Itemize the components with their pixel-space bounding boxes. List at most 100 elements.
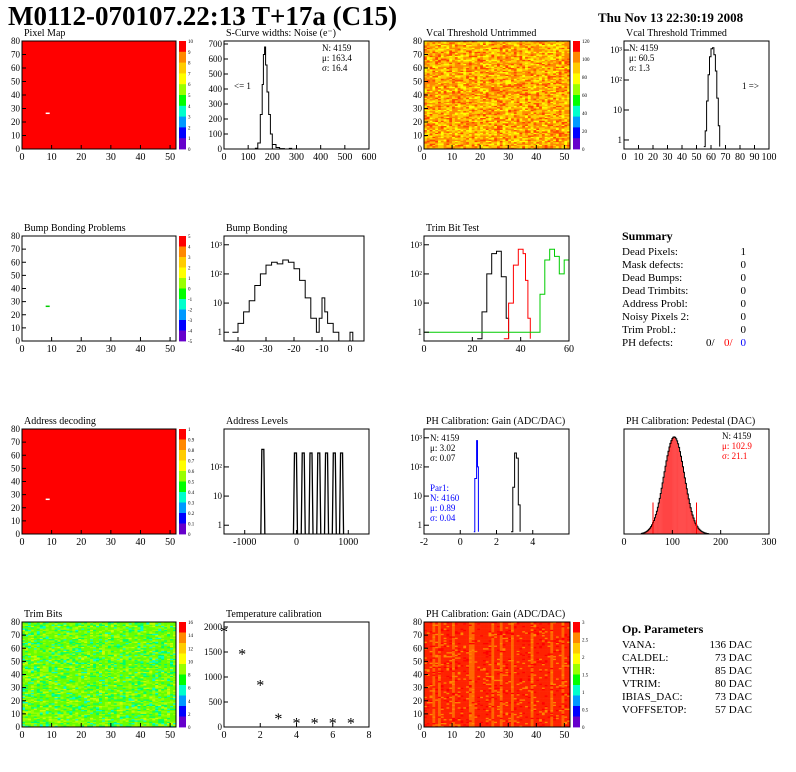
heatmap-cell — [443, 95, 447, 97]
heatmap-cell — [449, 45, 453, 47]
heatmap-cell — [466, 85, 470, 88]
heatmap-cell — [449, 104, 453, 107]
heatmap-cell — [432, 72, 436, 74]
x-tick-label: -20 — [287, 344, 300, 355]
heatmap-cell — [452, 85, 456, 88]
heatmap-cell — [446, 100, 450, 103]
palette-cell — [179, 288, 186, 300]
heatmap-cell — [466, 47, 470, 50]
heatmap-cell — [454, 68, 458, 70]
x-tick-label: 500 — [337, 152, 352, 163]
heatmap-cell — [449, 100, 453, 103]
y-tick-label: 30 — [11, 297, 21, 307]
heatmap-cell — [454, 77, 458, 80]
heatmap-cell — [466, 107, 470, 109]
heatmap-cell — [452, 104, 456, 107]
heatmap-cell — [435, 143, 439, 146]
heatmap-cell — [440, 49, 444, 51]
heatmap-cell — [449, 105, 453, 108]
heatmap-cell — [463, 144, 467, 147]
heatmap-cell — [452, 132, 456, 135]
heatmap-cell — [457, 131, 461, 134]
heatmap-cell — [426, 90, 430, 93]
heatmap-cell — [466, 127, 470, 130]
heatmap-cell — [429, 93, 433, 96]
heatmap-cell — [457, 61, 461, 63]
palette-cell — [179, 299, 186, 310]
heatmap-cell — [438, 138, 442, 140]
y-tick-label: 70 — [413, 50, 423, 60]
heatmap-cell — [438, 104, 442, 107]
heatmap-cell — [432, 57, 436, 59]
heatmap-cell — [435, 100, 439, 103]
heatmap-cell — [432, 113, 436, 116]
y-tick-label: 10 — [11, 131, 21, 141]
heatmap-cell — [446, 92, 450, 94]
y-tick-label: 20 — [11, 503, 21, 513]
heatmap-cell — [449, 74, 453, 77]
heatmap-cell — [457, 108, 461, 111]
heatmap-cell — [429, 119, 433, 121]
heatmap-cell — [443, 66, 447, 69]
heatmap-cell — [452, 45, 456, 47]
heatmap-cell — [426, 82, 430, 85]
heatmap-cell — [432, 51, 436, 54]
heatmap-cell — [438, 136, 442, 139]
heatmap-cell — [460, 112, 464, 115]
heatmap-cell — [460, 72, 464, 74]
heatmap-cell — [435, 104, 439, 107]
heatmap-cell — [446, 124, 450, 127]
heatmap-cell — [443, 58, 447, 61]
address-peak — [338, 452, 345, 535]
heatmap-cell — [468, 99, 473, 101]
heatmap-cell — [432, 119, 436, 121]
heatmap-cell — [446, 77, 450, 80]
heatmap-cell — [424, 136, 428, 139]
heatmap-cell — [435, 130, 439, 132]
heatmap-cell — [426, 111, 430, 113]
palette-cell — [179, 95, 186, 107]
heatmap-cell — [452, 55, 456, 58]
heatmap-cell — [452, 61, 456, 63]
heatmap-cell — [466, 126, 470, 128]
heatmap-cell — [466, 58, 470, 61]
palette-cell — [179, 41, 186, 53]
heatmap-cell — [432, 123, 436, 125]
z-tick-label: -1 — [188, 298, 193, 303]
heatmap-cell — [454, 90, 458, 93]
heatmap-cell — [463, 97, 467, 100]
heatmap-cell — [429, 73, 433, 76]
heatmap-cell — [449, 62, 453, 65]
heatmap-cell — [432, 132, 436, 135]
heatmap-cell — [454, 131, 458, 134]
heatmap-cell — [443, 122, 447, 124]
heatmap-cell — [454, 116, 458, 119]
x-tick-label: 50 — [165, 152, 175, 163]
heatmap-cell — [454, 57, 458, 59]
y-tick-label: 10³ — [210, 240, 222, 250]
heatmap-cell — [452, 143, 456, 146]
heatmap-cell — [468, 78, 473, 81]
heatmap-cell — [457, 73, 461, 76]
heatmap-cell — [435, 78, 439, 81]
y-tick-label: 80 — [11, 36, 21, 46]
heatmap-cell — [432, 55, 436, 58]
heatmap-cell — [466, 77, 470, 80]
heatmap-cell — [440, 119, 444, 121]
heatmap-cell — [468, 126, 473, 128]
heatmap-cell — [460, 88, 464, 90]
heatmap-cell — [466, 93, 470, 96]
heatmap-cell — [435, 45, 439, 47]
heatmap-cell — [457, 49, 461, 51]
chart-title: Trim Bit Test — [426, 223, 479, 234]
heatmap-cell — [460, 51, 464, 54]
y-tick-label: 10² — [210, 269, 222, 279]
heatmap-cell — [438, 65, 442, 67]
heatmap-cell — [449, 132, 453, 135]
y-tick-label: 1 — [218, 327, 223, 337]
address-peak — [308, 452, 314, 535]
heatmap-cell — [452, 93, 456, 96]
heatmap-cell — [443, 128, 447, 131]
palette-cell — [179, 502, 186, 514]
heatmap-cell — [452, 107, 456, 109]
